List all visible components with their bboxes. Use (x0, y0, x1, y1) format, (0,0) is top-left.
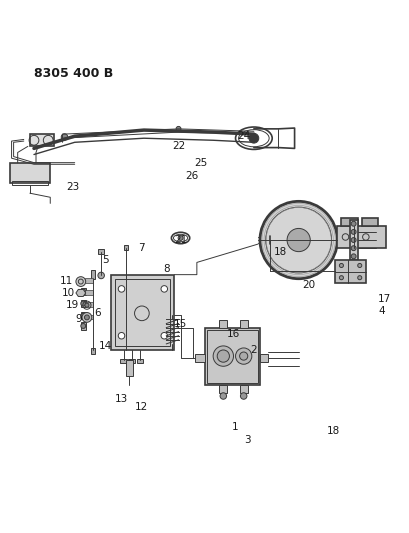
Bar (81, 312, 85, 319)
Text: 9: 9 (75, 314, 82, 325)
Text: 18: 18 (326, 426, 339, 437)
Bar (91, 348, 95, 354)
Circle shape (84, 315, 89, 320)
Bar (337, 226, 385, 248)
Text: 8: 8 (163, 263, 169, 273)
Text: 15: 15 (173, 319, 187, 328)
Circle shape (98, 272, 104, 279)
Text: 23: 23 (66, 182, 79, 192)
Text: 20: 20 (301, 280, 315, 290)
Circle shape (240, 393, 246, 399)
Bar (219, 320, 227, 328)
Text: 14: 14 (99, 341, 112, 351)
Circle shape (351, 221, 355, 226)
Circle shape (118, 286, 124, 292)
Bar (98, 249, 104, 254)
Text: 4: 4 (378, 306, 384, 316)
Text: 3: 3 (244, 434, 250, 445)
Circle shape (81, 313, 85, 318)
Text: 17: 17 (377, 294, 390, 304)
Circle shape (81, 324, 85, 328)
Circle shape (351, 254, 355, 259)
Circle shape (213, 346, 233, 366)
Circle shape (339, 276, 343, 280)
Text: 8305 400 B: 8305 400 B (34, 67, 113, 79)
Bar (81, 288, 85, 295)
Bar (120, 359, 126, 364)
Circle shape (357, 263, 361, 268)
Circle shape (81, 301, 85, 306)
Text: 22: 22 (171, 141, 185, 151)
Bar (335, 261, 365, 283)
Bar (239, 320, 247, 328)
Bar (85, 302, 93, 307)
Bar (341, 219, 357, 226)
Text: 5: 5 (102, 255, 108, 265)
Circle shape (259, 201, 337, 279)
Circle shape (248, 133, 258, 143)
Circle shape (175, 126, 180, 131)
Circle shape (220, 393, 226, 399)
Text: 6: 6 (94, 308, 100, 318)
Bar (136, 359, 143, 364)
Circle shape (235, 348, 251, 364)
Circle shape (239, 352, 247, 360)
Bar (194, 354, 204, 362)
Text: 10: 10 (62, 288, 75, 298)
Text: 7: 7 (138, 243, 145, 253)
Circle shape (178, 236, 182, 240)
Text: 19: 19 (66, 300, 79, 310)
Bar (125, 360, 133, 376)
Circle shape (286, 229, 310, 252)
Text: 16: 16 (226, 329, 240, 338)
Bar (349, 220, 357, 261)
Bar (239, 385, 247, 393)
Bar (85, 290, 93, 295)
Circle shape (76, 277, 85, 286)
Polygon shape (76, 289, 85, 296)
Text: 18: 18 (273, 247, 286, 257)
Circle shape (339, 263, 343, 268)
Bar (81, 300, 85, 307)
Circle shape (85, 303, 89, 307)
Bar (9, 163, 50, 183)
Bar (111, 274, 174, 350)
Circle shape (118, 333, 124, 339)
Circle shape (217, 350, 229, 362)
Text: 2: 2 (250, 345, 256, 355)
Circle shape (351, 238, 355, 243)
Text: 21: 21 (173, 235, 187, 245)
Circle shape (351, 246, 355, 251)
Text: 11: 11 (60, 276, 73, 286)
Text: 1: 1 (231, 422, 238, 432)
Circle shape (351, 229, 355, 235)
Circle shape (357, 276, 361, 280)
Bar (91, 270, 95, 279)
Circle shape (81, 289, 85, 294)
Text: 24: 24 (236, 131, 250, 141)
Text: 13: 13 (115, 394, 128, 404)
Bar (30, 134, 54, 147)
Bar (128, 359, 135, 364)
Text: 12: 12 (135, 402, 148, 412)
Bar (207, 329, 257, 383)
Circle shape (82, 312, 92, 322)
Bar (85, 278, 93, 283)
Text: 25: 25 (194, 158, 207, 168)
Bar (259, 354, 267, 362)
Text: 26: 26 (185, 171, 198, 181)
Circle shape (161, 286, 167, 292)
Bar (85, 314, 93, 319)
Bar (361, 219, 377, 226)
Circle shape (61, 134, 67, 140)
Circle shape (161, 333, 167, 339)
Bar (204, 328, 259, 385)
Bar (81, 322, 85, 329)
Bar (115, 279, 170, 346)
Bar (123, 245, 127, 250)
Bar (219, 385, 227, 393)
Bar (11, 181, 48, 185)
